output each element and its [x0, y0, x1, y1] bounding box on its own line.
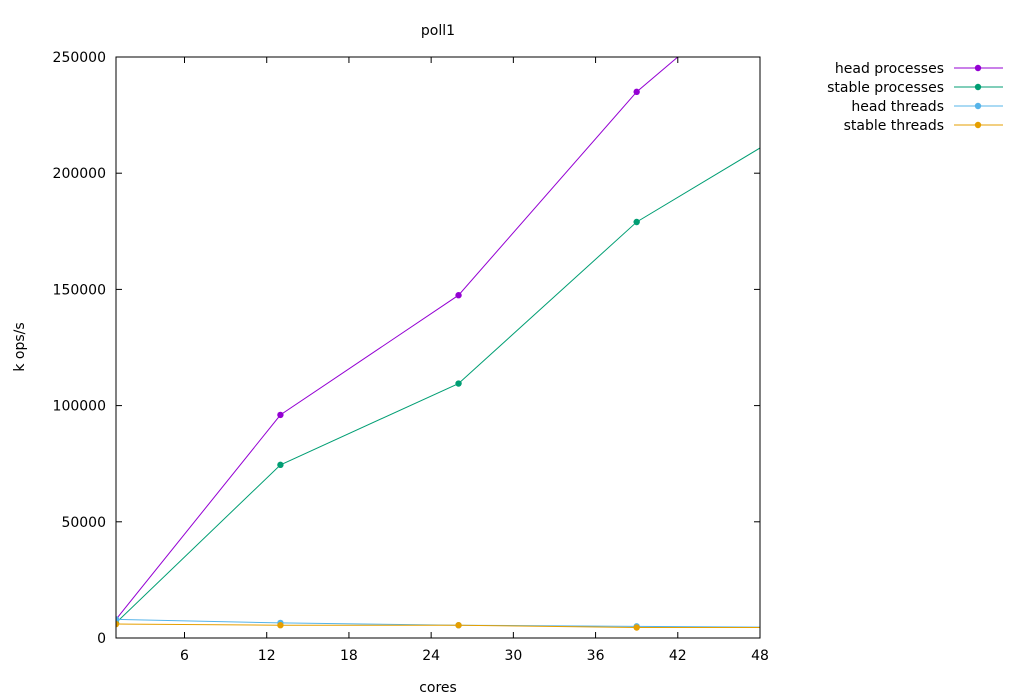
data-point	[633, 88, 640, 96]
y-tick-label: 250000	[53, 50, 106, 66]
legend-marker	[974, 64, 982, 72]
x-tick-label: 6	[180, 648, 189, 664]
data-point	[633, 218, 640, 226]
x-tick-label: 42	[669, 648, 687, 664]
legend-marker	[974, 121, 982, 129]
chart-title: poll1	[421, 23, 455, 39]
legend: head processes stable processes head threa…	[827, 61, 1003, 134]
x-tick-label: 48	[751, 648, 769, 664]
series-line	[116, 618, 760, 628]
legend-label: head processes	[835, 61, 944, 77]
y-tick-label: 100000	[53, 399, 106, 415]
ticks-layer: 6 12 18 24 30 36 42 48 0 50000 100000 150000 200000 2…	[53, 50, 769, 664]
legend-marker	[974, 102, 982, 110]
data-point	[633, 624, 640, 631]
y-tick-label: 150000	[53, 282, 106, 298]
data-point	[455, 380, 462, 387]
data-point	[116, 620, 120, 628]
x-tick-label: 36	[587, 648, 605, 664]
x-axis-label: cores	[419, 680, 457, 696]
series-layer	[116, 57, 818, 631]
y-axis-label: k ops/s	[12, 322, 28, 371]
y-tick-label: 0	[97, 631, 106, 647]
data-point	[455, 292, 462, 299]
x-tick-label: 30	[504, 648, 522, 664]
x-tick-label: 12	[258, 648, 276, 664]
y-tick-label: 200000	[53, 166, 106, 182]
data-point	[277, 411, 284, 419]
legend-label: head threads	[851, 99, 944, 115]
data-point	[812, 112, 818, 118]
legend-label: stable threads	[844, 118, 944, 134]
data-point	[812, 624, 818, 630]
x-tick-label: 18	[340, 648, 358, 664]
data-point	[455, 622, 462, 629]
legend-marker	[974, 83, 982, 91]
x-tick-label: 24	[422, 648, 440, 664]
y-tick-label: 50000	[61, 515, 106, 531]
legend-label: stable processes	[827, 80, 944, 96]
data-point	[277, 622, 284, 629]
series-line	[116, 147, 760, 624]
plot-frame	[115, 56, 761, 639]
data-point	[812, 624, 818, 630]
series-line	[116, 57, 679, 620]
data-point	[277, 461, 284, 469]
